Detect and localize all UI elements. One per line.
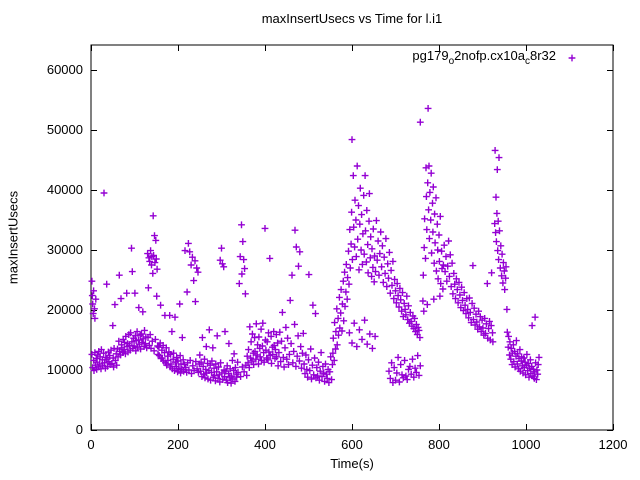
x-tick-label: 200 xyxy=(167,437,189,452)
scatter-points xyxy=(88,105,543,387)
legend-label-run: 8r32 xyxy=(529,48,556,63)
legend-label-subscript: c xyxy=(524,56,530,67)
x-tick-label: 1200 xyxy=(598,437,628,452)
x-tick-label: 1000 xyxy=(511,437,541,452)
legend-series-label: pg179o2nofp.cx10ac8r32 xyxy=(412,48,556,67)
x-tick-label: 400 xyxy=(254,437,276,452)
legend-marker-icon xyxy=(568,54,576,62)
y-tick-label: 20000 xyxy=(46,302,83,317)
y-tick-label: 50000 xyxy=(46,122,83,137)
y-tick-label: 30000 xyxy=(46,242,83,257)
x-axis-label: Time(s) xyxy=(330,456,374,471)
y-tick-label: 10000 xyxy=(46,362,83,377)
legend-label-run: pg179 xyxy=(412,48,449,63)
y-axis-label: maxInsertUsecs xyxy=(5,190,21,285)
x-tick-label: 800 xyxy=(428,437,450,452)
x-tick-label: 0 xyxy=(87,437,95,452)
y-tick-label: 0 xyxy=(75,422,83,437)
y-tick-label: 60000 xyxy=(46,62,83,77)
legend-label-run: 2nofp.cx10a xyxy=(454,48,525,63)
x-tick-label: 600 xyxy=(341,437,363,452)
chart-title: maxInsertUsecs vs Time for l.i1 xyxy=(261,11,443,26)
y-tick-label: 40000 xyxy=(46,182,83,197)
legend-label-subscript: o xyxy=(448,56,455,67)
